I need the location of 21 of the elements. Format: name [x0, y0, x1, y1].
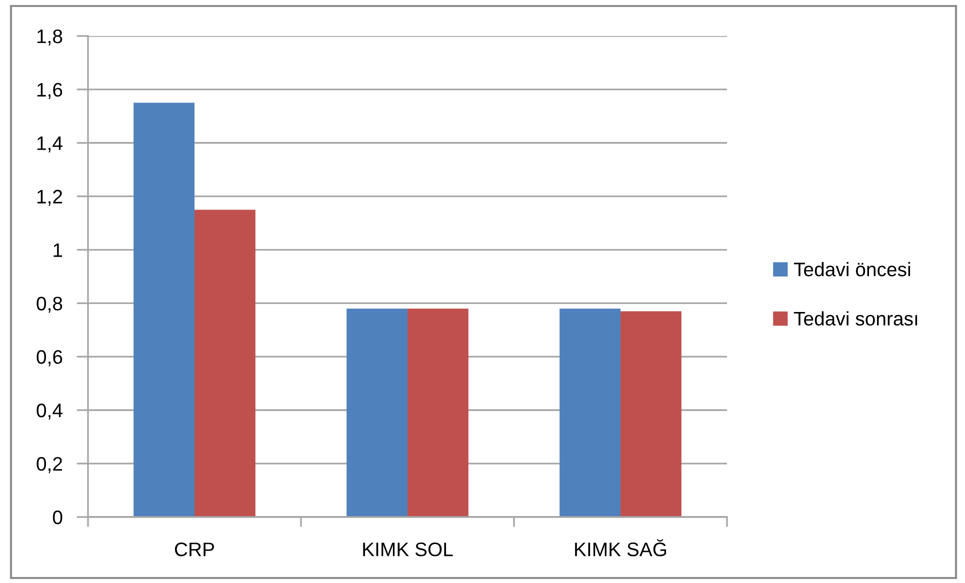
legend-label: Tedavi öncesi: [794, 262, 910, 276]
x-tick-label: CRP: [174, 542, 214, 556]
x-tick-label: KIMK SAĞ: [575, 539, 666, 556]
bar: [134, 102, 194, 517]
y-tick-label: 0: [52, 510, 62, 524]
y-tick-label: 1: [54, 243, 62, 257]
y-tick-label: 1,8: [37, 29, 62, 46]
bar: [560, 308, 620, 517]
y-tick-label: 1,6: [37, 82, 62, 99]
bar: [346, 308, 408, 517]
y-tick-label: 0,2: [36, 457, 62, 474]
y-tick-label: 0,6: [36, 350, 62, 366]
x-tick-label: KIMK SOL: [363, 542, 453, 556]
y-tick-label: 0,8: [36, 296, 62, 313]
bar: [408, 308, 468, 517]
bar: [620, 311, 682, 517]
y-tick-label: 1,2: [37, 190, 62, 206]
legend-label: Tedavi sonrası: [794, 311, 918, 326]
y-tick-label: 1,4: [37, 136, 62, 152]
y-tick-label: 0,4: [36, 404, 62, 420]
bar: [194, 210, 256, 517]
